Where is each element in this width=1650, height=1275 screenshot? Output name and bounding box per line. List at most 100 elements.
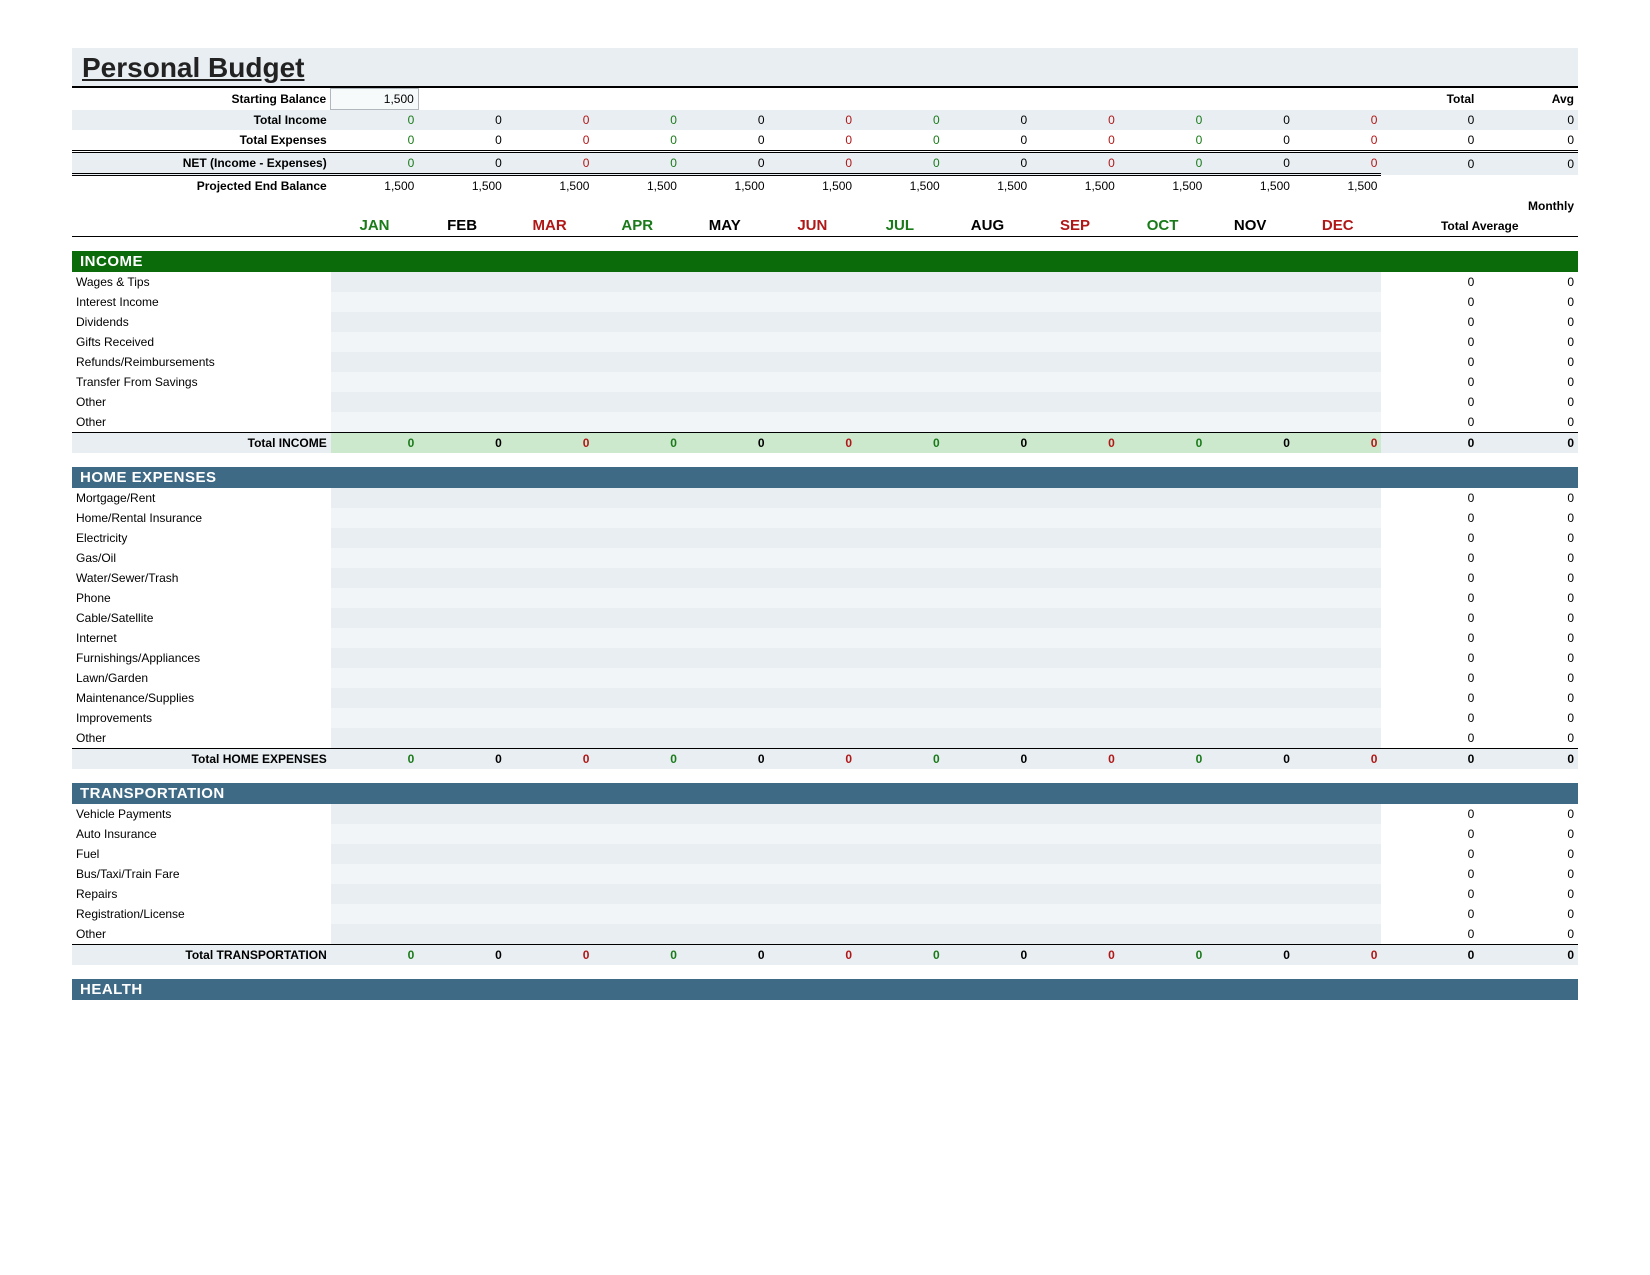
line-cell[interactable]	[769, 588, 857, 608]
line-cell[interactable]	[1294, 924, 1382, 945]
line-cell[interactable]	[681, 608, 769, 628]
line-cell[interactable]	[593, 864, 681, 884]
line-cell[interactable]	[1031, 648, 1119, 668]
line-cell[interactable]	[681, 352, 769, 372]
line-cell[interactable]	[856, 312, 944, 332]
line-cell[interactable]	[593, 904, 681, 924]
line-cell[interactable]	[1294, 588, 1382, 608]
line-cell[interactable]	[506, 844, 594, 864]
line-cell[interactable]	[769, 904, 857, 924]
line-cell[interactable]	[856, 292, 944, 312]
line-cell[interactable]	[681, 668, 769, 688]
line-cell[interactable]	[418, 688, 506, 708]
line-cell[interactable]	[1119, 392, 1207, 412]
line-cell[interactable]	[856, 688, 944, 708]
line-cell[interactable]	[418, 372, 506, 392]
line-cell[interactable]	[1031, 824, 1119, 844]
line-cell[interactable]	[1119, 688, 1207, 708]
line-cell[interactable]	[506, 548, 594, 568]
line-cell[interactable]	[856, 628, 944, 648]
line-cell[interactable]	[331, 668, 419, 688]
line-cell[interactable]	[331, 292, 419, 312]
line-cell[interactable]	[1206, 272, 1294, 292]
line-cell[interactable]	[769, 924, 857, 945]
line-cell[interactable]	[506, 608, 594, 628]
line-cell[interactable]	[418, 708, 506, 728]
line-cell[interactable]	[418, 508, 506, 528]
line-cell[interactable]	[769, 668, 857, 688]
line-cell[interactable]	[856, 412, 944, 433]
line-cell[interactable]	[1119, 924, 1207, 945]
line-cell[interactable]	[593, 312, 681, 332]
line-cell[interactable]	[944, 508, 1032, 528]
line-cell[interactable]	[769, 548, 857, 568]
line-cell[interactable]	[681, 548, 769, 568]
line-cell[interactable]	[769, 528, 857, 548]
line-cell[interactable]	[856, 392, 944, 412]
line-cell[interactable]	[1206, 824, 1294, 844]
line-cell[interactable]	[944, 728, 1032, 749]
line-cell[interactable]	[856, 728, 944, 749]
line-cell[interactable]	[1119, 884, 1207, 904]
line-cell[interactable]	[1206, 588, 1294, 608]
line-cell[interactable]	[681, 688, 769, 708]
line-cell[interactable]	[1206, 372, 1294, 392]
line-cell[interactable]	[1294, 508, 1382, 528]
line-cell[interactable]	[681, 728, 769, 749]
line-cell[interactable]	[944, 332, 1032, 352]
line-cell[interactable]	[769, 608, 857, 628]
line-cell[interactable]	[856, 272, 944, 292]
line-cell[interactable]	[331, 412, 419, 433]
line-cell[interactable]	[331, 588, 419, 608]
line-cell[interactable]	[331, 688, 419, 708]
line-cell[interactable]	[944, 648, 1032, 668]
line-cell[interactable]	[506, 272, 594, 292]
line-cell[interactable]	[1031, 608, 1119, 628]
line-cell[interactable]	[593, 844, 681, 864]
line-cell[interactable]	[769, 648, 857, 668]
line-cell[interactable]	[593, 352, 681, 372]
line-cell[interactable]	[1031, 332, 1119, 352]
line-cell[interactable]	[1206, 668, 1294, 688]
line-cell[interactable]	[506, 488, 594, 508]
line-cell[interactable]	[856, 608, 944, 628]
line-cell[interactable]	[331, 352, 419, 372]
line-cell[interactable]	[1294, 292, 1382, 312]
line-cell[interactable]	[1294, 332, 1382, 352]
line-cell[interactable]	[506, 312, 594, 332]
line-cell[interactable]	[418, 548, 506, 568]
line-cell[interactable]	[856, 824, 944, 844]
line-cell[interactable]	[331, 864, 419, 884]
line-cell[interactable]	[769, 844, 857, 864]
line-cell[interactable]	[1031, 884, 1119, 904]
line-cell[interactable]	[331, 528, 419, 548]
line-cell[interactable]	[593, 688, 681, 708]
line-cell[interactable]	[681, 904, 769, 924]
line-cell[interactable]	[593, 648, 681, 668]
line-cell[interactable]	[593, 412, 681, 433]
line-cell[interactable]	[331, 728, 419, 749]
line-cell[interactable]	[856, 508, 944, 528]
line-cell[interactable]	[418, 628, 506, 648]
line-cell[interactable]	[1294, 608, 1382, 628]
line-cell[interactable]	[1119, 528, 1207, 548]
line-cell[interactable]	[1206, 508, 1294, 528]
line-cell[interactable]	[1119, 804, 1207, 824]
line-cell[interactable]	[331, 804, 419, 824]
line-cell[interactable]	[1031, 904, 1119, 924]
line-cell[interactable]	[1119, 608, 1207, 628]
line-cell[interactable]	[944, 588, 1032, 608]
line-cell[interactable]	[1031, 508, 1119, 528]
line-cell[interactable]	[1206, 412, 1294, 433]
line-cell[interactable]	[856, 844, 944, 864]
line-cell[interactable]	[681, 488, 769, 508]
line-cell[interactable]	[944, 272, 1032, 292]
line-cell[interactable]	[769, 568, 857, 588]
line-cell[interactable]	[506, 668, 594, 688]
line-cell[interactable]	[506, 924, 594, 945]
line-cell[interactable]	[593, 728, 681, 749]
line-cell[interactable]	[1294, 884, 1382, 904]
line-cell[interactable]	[944, 844, 1032, 864]
line-cell[interactable]	[1294, 688, 1382, 708]
line-cell[interactable]	[1119, 628, 1207, 648]
